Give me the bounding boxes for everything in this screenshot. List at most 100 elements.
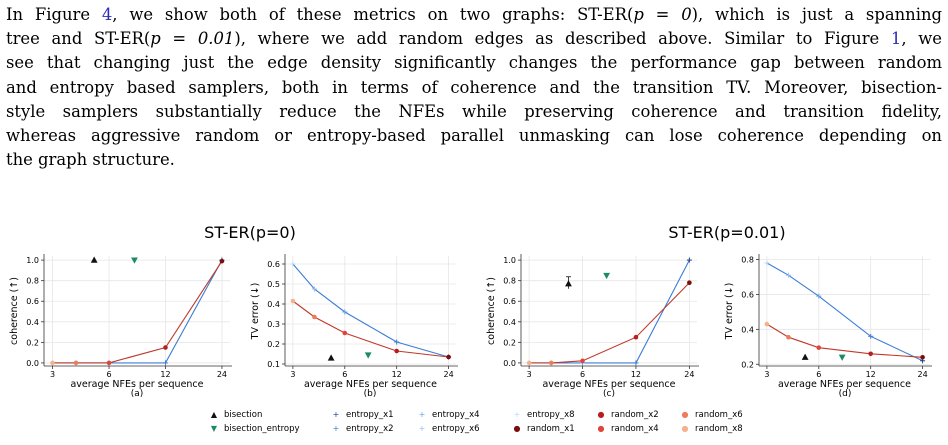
x-tick-label: 12 (866, 370, 876, 379)
chart-panel-b: 3 6 12 24 0.1 0.2 0.3 0.4 0.5 0.6 average NFEs per… (250, 254, 458, 399)
legend-label: random_x1 (527, 424, 575, 434)
y-axis-label: coherence (↑) (486, 277, 497, 345)
bisection-point (90, 256, 98, 263)
y-tick-label: 0.0 (503, 359, 516, 368)
chart-panel-d: 3 6 12 24 0.2 0.4 0.6 0.8 average NFEs per seque… (724, 254, 932, 399)
paragraph-line: tree and ST-ER(p = 0.01), where we add r… (6, 29, 942, 49)
paragraph-line: see that changing just the edge density … (6, 53, 942, 73)
y-tick-label: 0.6 (26, 297, 39, 306)
legend-marker-icon: + (418, 410, 426, 419)
y-tick-label: 0.6 (267, 260, 280, 269)
x-tick-label: 24 (217, 370, 227, 379)
x-tick-label: 12 (631, 370, 641, 379)
y-tick-label: 0.8 (503, 277, 516, 286)
legend-item: ▲ bisection (208, 410, 262, 420)
y-tick-label: 0.5 (267, 280, 280, 289)
legend-item: + entropy_x1 (330, 410, 394, 420)
x-tick-label: 6 (106, 370, 111, 379)
random-point (526, 360, 532, 366)
legend-marker-icon: ● (681, 424, 689, 433)
x-axis-label: average NFEs per sequence (304, 379, 437, 390)
random-line (52, 260, 223, 364)
legend-item: ▼ bisection_entropy (208, 424, 300, 434)
random-point (633, 334, 639, 340)
legend-item: + entropy_x8 (511, 410, 575, 420)
legend-marker-icon: + (332, 424, 340, 433)
figure-legend: ▲ bisection ▼ bisection_entropy + entropy_x1 +… (208, 410, 768, 442)
legend-item: ● random_x8 (679, 424, 743, 434)
y-tick-label: 1.0 (503, 256, 516, 265)
group-title-left: ST-ER(p=0) (204, 223, 296, 242)
legend-label: random_x2 (611, 410, 659, 420)
y-tick-label: 0.8 (741, 255, 754, 264)
y-tick-label: 0.1 (267, 360, 280, 369)
legend-marker-icon: ▼ (210, 424, 218, 433)
random-point (446, 354, 451, 360)
x-axis-label: average NFEs per sequence (542, 379, 675, 390)
x-tick-label: 3 (50, 370, 55, 379)
random-point (50, 360, 55, 366)
legend-item: ● random_x6 (679, 410, 743, 420)
random-point (687, 280, 692, 286)
legend-label: entropy_x1 (346, 410, 394, 420)
random-point (312, 314, 317, 320)
paragraph-line: the graph structure. (6, 150, 175, 170)
inline-math: p = 0 (633, 5, 692, 24)
legend-label: random_x6 (695, 410, 743, 420)
chart-panel-c: 3 6 12 24 0.0 0.2 0.4 0.6 0.8 1.0 average NFEs per… (486, 254, 699, 399)
x-tick-label: 3 (290, 370, 295, 379)
entropy-line (766, 262, 923, 362)
figure-reference-link[interactable]: 4 (101, 5, 113, 24)
random-point (106, 360, 112, 366)
y-tick-label: 0.0 (26, 359, 39, 368)
random-point (290, 298, 296, 304)
y-tick-label: 0.2 (26, 338, 39, 347)
group-title-right: ST-ER(p=0.01) (668, 223, 785, 242)
legend-item: + entropy_x2 (330, 424, 394, 434)
legend-label: bisection_entropy (224, 424, 300, 434)
legend-label: random_x8 (695, 424, 743, 434)
legend-marker-icon: + (418, 424, 426, 433)
y-tick-label: 0.4 (26, 318, 39, 327)
chart-panel-a: 3 6 12 24 0.0 0.2 0.4 0.6 0.8 1.0 average NFEs per… (9, 254, 232, 399)
legend-label: entropy_x8 (527, 410, 575, 420)
bisection-entropy-point (603, 272, 611, 280)
y-tick-label: 0.8 (26, 277, 39, 286)
y-axis-label: TV error (↓) (250, 283, 261, 341)
x-tick-label: 12 (160, 370, 170, 379)
x-axis-label: average NFEs per sequence (778, 379, 911, 390)
y-tick-label: 0.4 (503, 318, 516, 327)
legend-marker-icon: ● (597, 424, 605, 433)
figure-reference-link[interactable]: 1 (890, 29, 902, 49)
paragraph-line: and entropy based samplers, both in term… (6, 77, 942, 97)
random-point (920, 354, 925, 360)
legend-label: entropy_x4 (432, 410, 480, 420)
bisection-entropy-point (364, 352, 372, 359)
y-axis-label: coherence (↑) (9, 277, 20, 345)
paragraph-line: In Figure 4, we show both of these metri… (6, 5, 942, 24)
bisection-point (801, 353, 809, 360)
random-point (816, 345, 822, 350)
random-line (529, 282, 690, 364)
legend-marker-icon: + (513, 410, 521, 419)
y-tick-label: 0.2 (503, 338, 516, 347)
bisection-point (327, 354, 335, 361)
x-axis-label: average NFEs per sequence (70, 379, 203, 390)
subcaption: (d) (839, 389, 852, 399)
entropy-line (52, 259, 223, 364)
y-axis-label: TV error (↓) (724, 283, 735, 341)
y-tick-label: 0.6 (741, 290, 754, 299)
figure: ST-ER(p=0) ST-ER(p=0.01) 3 6 12 24 0.0 0.2 0.4… (9, 223, 932, 399)
random-point (73, 360, 79, 366)
random-point (163, 345, 168, 350)
random-point (764, 321, 770, 327)
y-tick-label: 0.4 (741, 325, 754, 334)
legend-item: ● random_x4 (595, 424, 659, 434)
random-point (394, 348, 399, 354)
subcaption: (b) (364, 389, 377, 399)
x-tick-label: 24 (684, 370, 694, 379)
legend-label: entropy_x2 (346, 424, 394, 434)
legend-marker-icon: ● (513, 424, 521, 433)
paragraph-line: whereas aggressive random or entropy-bas… (6, 126, 942, 146)
x-tick-label: 3 (527, 370, 532, 379)
